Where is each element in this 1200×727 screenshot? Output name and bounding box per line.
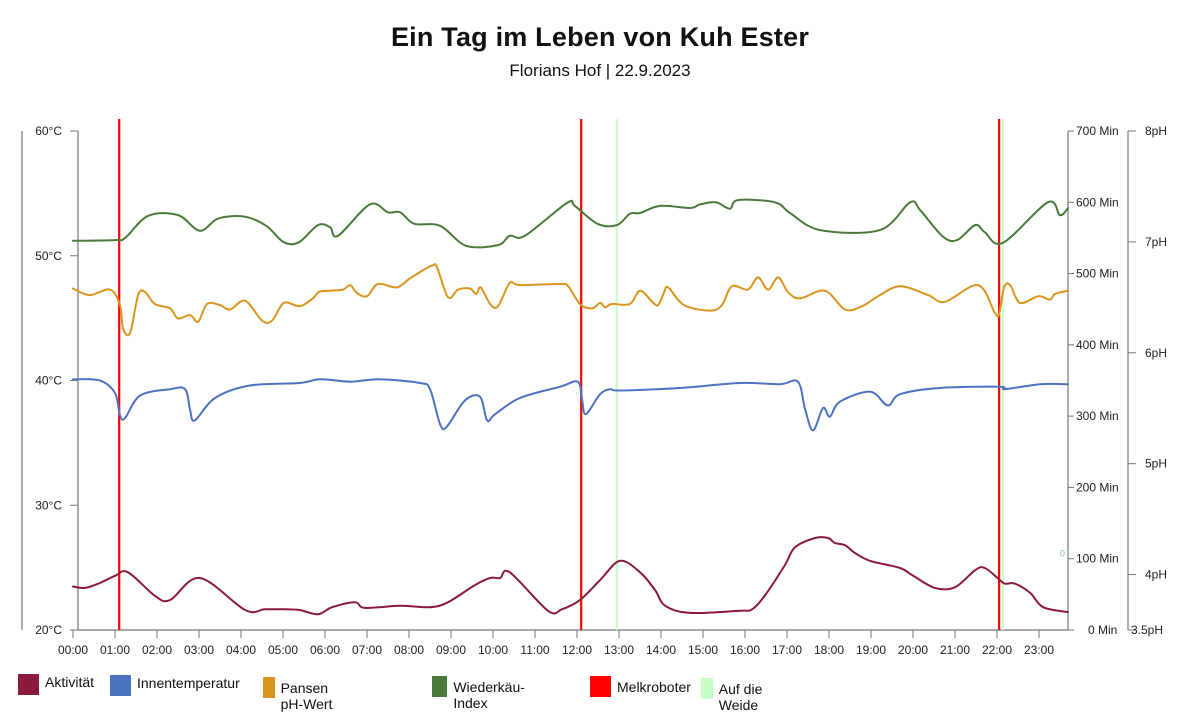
temperature-tick-label: 50°C <box>35 249 62 263</box>
legend-label: Aktivität <box>45 674 95 690</box>
x-tick-label: 19:00 <box>856 643 886 657</box>
legend-item-pansen-ph[interactable]: Pansen pH-Wert <box>263 677 337 712</box>
x-tick-label: 12:00 <box>562 643 592 657</box>
x-tick-label: 23:00 <box>1024 643 1054 657</box>
series-line-pansen-ph-wert <box>72 263 1069 337</box>
series-lines <box>72 198 1069 616</box>
x-tick-label: 11:00 <box>520 643 549 657</box>
x-tick-label: 10:00 <box>478 643 508 657</box>
axes: 20°C 30°C 40°C 50°C 60°C 00:00 01:00 02:00 03:00… <box>21 124 1167 657</box>
x-tick-label: 14:00 <box>646 643 676 657</box>
temperature-tick-label: 40°C <box>35 374 62 388</box>
legend-label: Pansen pH-Wert <box>280 680 333 712</box>
ph-tick-label: 3.5pH <box>1131 623 1163 637</box>
legend-swatch <box>110 675 131 696</box>
minutes-tick-label: 100 Min <box>1076 552 1119 566</box>
x-tick-label: 02:00 <box>142 643 172 657</box>
ph-tick-label: 8pH <box>1145 124 1167 138</box>
minutes-tick-label: 300 Min <box>1076 409 1119 423</box>
annotation-label: 0 <box>1060 549 1065 559</box>
x-tick-label: 18:00 <box>814 643 844 657</box>
legend-swatch <box>432 676 448 697</box>
event-lines <box>118 119 1004 630</box>
legend-label: Innentemperatur <box>137 675 240 691</box>
minutes-tick-label: 600 Min <box>1076 195 1119 209</box>
x-tick-label: 16:00 <box>730 643 760 657</box>
ph-tick-label: 6pH <box>1145 346 1167 360</box>
legend-swatch <box>701 678 713 699</box>
x-tick-label: 17:00 <box>772 643 802 657</box>
temperature-tick-label: 60°C <box>35 124 62 138</box>
temperature-tick-label: 20°C <box>35 623 62 637</box>
minutes-tick-label: 700 Min <box>1076 124 1119 138</box>
legend-label: Melkroboter <box>617 679 691 695</box>
annotations: 0 <box>1060 549 1065 559</box>
ph-tick-label: 5pH <box>1145 457 1167 471</box>
legend-item-weide[interactable]: Auf die Weide <box>701 678 767 713</box>
minutes-tick-label: 0 Min <box>1088 623 1117 637</box>
legend-swatch <box>18 674 39 695</box>
x-tick-label: 21:00 <box>940 643 970 657</box>
legend-swatch <box>590 676 611 697</box>
temperature-tick-label: 30°C <box>35 498 62 512</box>
x-tick-label: 13:00 <box>604 643 634 657</box>
legend-item-innentemperatur[interactable]: Innentemperatur <box>110 675 240 696</box>
ph-tick-label: 7pH <box>1145 235 1167 249</box>
x-tick-label: 05:00 <box>268 643 298 657</box>
chart-subtitle: Florians Hof | 22.9.2023 <box>509 61 691 80</box>
legend-item-wiederkaeu[interactable]: Wiederkäu-Index <box>432 676 531 711</box>
x-tick-label: 15:00 <box>688 643 718 657</box>
legend-item-melkroboter[interactable]: Melkroboter <box>590 676 691 697</box>
series-line-aktivit-t <box>72 536 1069 616</box>
series-line-wiederk-u-index <box>72 198 1069 249</box>
x-tick-label: 09:00 <box>436 643 466 657</box>
minutes-tick-label: 200 Min <box>1076 480 1119 494</box>
x-tick-label: 22:00 <box>982 643 1012 657</box>
x-tick-label: 20:00 <box>898 643 928 657</box>
legend-swatch <box>263 677 275 698</box>
legend-label: Wiederkäu-Index <box>453 679 525 711</box>
x-tick-label: 04:00 <box>226 643 256 657</box>
x-tick-label: 06:00 <box>310 643 340 657</box>
chart-title: Ein Tag im Leben von Kuh Ester <box>390 22 810 52</box>
x-tick-label: 00:00 <box>58 643 88 657</box>
minutes-tick-label: 400 Min <box>1076 338 1119 352</box>
x-tick-label: 07:00 <box>352 643 382 657</box>
x-tick-label: 03:00 <box>184 643 214 657</box>
series-line-innentemperatur <box>72 378 1069 432</box>
minutes-tick-label: 500 Min <box>1076 267 1119 281</box>
legend-item-aktivitaet[interactable]: Aktivität <box>18 674 94 695</box>
ph-tick-label: 4pH <box>1145 568 1167 582</box>
x-tick-label: 01:00 <box>100 643 130 657</box>
legend-label: Auf die Weide <box>718 681 763 713</box>
x-tick-label: 08:00 <box>394 643 424 657</box>
